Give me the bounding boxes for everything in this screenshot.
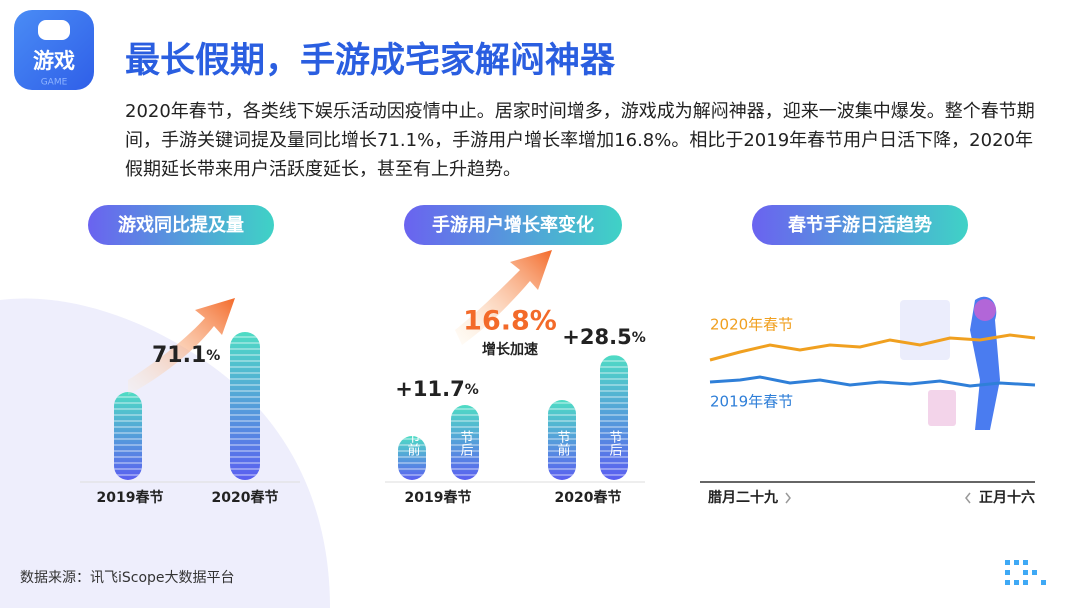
bar-label: 节后 (607, 430, 623, 456)
heading: 手游用户增长率变化 (432, 214, 594, 236)
gamepad-icon (38, 20, 70, 40)
bar-label: 节前 (555, 430, 571, 456)
heading-pill (752, 205, 968, 245)
change-label: +11.7% (395, 377, 478, 401)
badge-title: 游戏 (33, 49, 75, 73)
growth-arrow (128, 298, 235, 395)
growth-arrow (455, 250, 552, 345)
bar-label: 节后 (458, 430, 474, 456)
series-label: 2019年春节 (710, 393, 793, 411)
heading: 春节手游日活趋势 (788, 214, 932, 236)
background-blob (0, 298, 330, 608)
bar-stripes (398, 436, 426, 480)
illustration (928, 390, 956, 426)
badge-subtitle: GAME (41, 78, 68, 88)
bar-stripes (600, 355, 628, 480)
trend-line (709, 333, 1036, 362)
source: 数据来源：讯飞iScope大数据平台 (20, 570, 235, 586)
heading-pill (88, 205, 274, 245)
highlight-caption: 增长加速 (482, 341, 538, 358)
logo-dots (1005, 560, 1046, 585)
bar-label: 2019春节 (97, 489, 164, 506)
body-text: 2020年春节，各类线下娱乐活动因疫情中止。居家时间增多，游戏成为解闷神器，迎来… (125, 101, 1035, 180)
group-label: 2019春节 (405, 489, 472, 506)
trend-line (709, 375, 1036, 388)
group-label: 2020春节 (555, 489, 622, 506)
heading: 游戏同比提及量 (118, 214, 244, 236)
bar-label: 节前 (405, 430, 421, 456)
bar-stripes (548, 400, 576, 480)
bar (114, 392, 142, 480)
change-label: 71.1% (152, 343, 220, 368)
illustration (900, 300, 950, 360)
series-label: 2020年春节 (710, 316, 793, 334)
title: 最长假期，手游成宅家解闷神器 (125, 40, 616, 81)
illustration (974, 299, 996, 321)
chevron (965, 492, 971, 504)
highlight-value: 16.8% (463, 306, 557, 337)
badge (14, 10, 94, 90)
bar (230, 332, 260, 480)
axis-end: 正月十六 (979, 489, 1035, 506)
change-label: +28.5% (562, 325, 645, 349)
bar-stripes (451, 405, 479, 480)
illustration (970, 296, 1000, 430)
bar-label: 2020春节 (212, 489, 279, 506)
axis-start: 腊月二十九 (708, 489, 778, 506)
heading-pill (404, 205, 622, 245)
chevron (785, 492, 791, 504)
